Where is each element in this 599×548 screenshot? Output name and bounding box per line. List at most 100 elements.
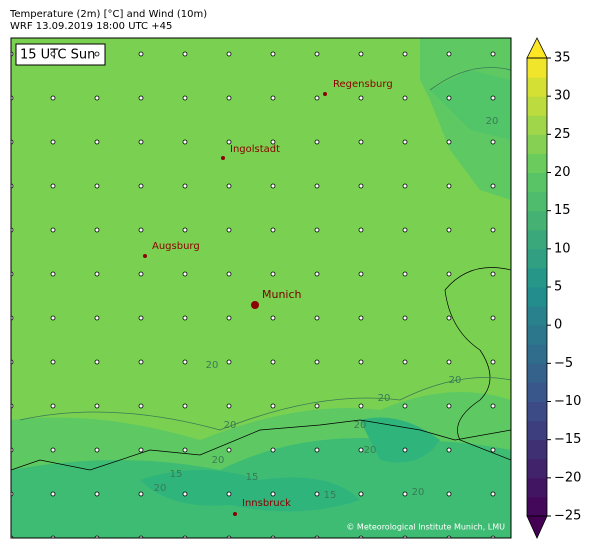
wind-station bbox=[182, 491, 188, 497]
wind-station bbox=[446, 95, 452, 101]
colorbar-tick-label: 0 bbox=[554, 318, 562, 333]
city-label: Augsburg bbox=[152, 241, 200, 252]
wind-station bbox=[358, 359, 364, 365]
wind-station bbox=[50, 271, 56, 277]
colorbar-tick-label: −20 bbox=[554, 470, 581, 485]
wind-station bbox=[490, 139, 496, 145]
wind-station bbox=[270, 447, 276, 453]
wind-station bbox=[270, 139, 276, 145]
colorbar-segment bbox=[527, 134, 547, 154]
wind-station bbox=[94, 139, 100, 145]
contour-label: 15 bbox=[246, 472, 259, 483]
wind-station bbox=[358, 227, 364, 233]
wind-station bbox=[94, 183, 100, 189]
wind-station bbox=[490, 315, 496, 321]
wind-station bbox=[270, 227, 276, 233]
wind-station bbox=[270, 315, 276, 321]
wind-station bbox=[490, 359, 496, 365]
wind-station bbox=[226, 403, 232, 409]
contour-label: 20 bbox=[224, 420, 237, 431]
wind-station bbox=[94, 271, 100, 277]
contour-label: 20 bbox=[212, 455, 225, 466]
city-dot bbox=[221, 156, 225, 160]
colorbar-tick-label: 10 bbox=[554, 241, 571, 256]
wind-station bbox=[490, 51, 496, 57]
wind-station bbox=[402, 139, 408, 145]
wind-station bbox=[138, 227, 144, 233]
wind-station bbox=[94, 447, 100, 453]
wind-station bbox=[270, 271, 276, 277]
wind-station bbox=[446, 491, 452, 497]
colorbar-segment bbox=[527, 191, 547, 212]
colorbar-extend-max bbox=[526, 37, 548, 59]
colorbar-segment bbox=[527, 382, 547, 402]
wind-station bbox=[314, 271, 320, 277]
wind-station bbox=[226, 95, 232, 101]
wind-station bbox=[314, 51, 320, 57]
colorbar-segment bbox=[527, 96, 547, 116]
colorbar-segment bbox=[527, 248, 547, 269]
wind-station bbox=[226, 359, 232, 365]
wind-station bbox=[50, 315, 56, 321]
colorbar-segment bbox=[527, 153, 547, 173]
wind-station bbox=[446, 271, 452, 277]
colorbar-tick-label: −15 bbox=[554, 432, 581, 447]
wind-station bbox=[138, 491, 144, 497]
city-label: Innsbruck bbox=[242, 498, 291, 509]
wind-station bbox=[182, 315, 188, 321]
contour-label: 20 bbox=[206, 360, 219, 371]
wind-station bbox=[226, 447, 232, 453]
wind-station bbox=[490, 183, 496, 189]
contour-label: 20 bbox=[412, 487, 425, 498]
colorbar-tick-label: 25 bbox=[554, 127, 571, 142]
wind-station bbox=[358, 95, 364, 101]
wind-station bbox=[270, 95, 276, 101]
wind-station bbox=[182, 227, 188, 233]
wind-station bbox=[402, 359, 408, 365]
map-frame bbox=[10, 37, 512, 539]
colorbar-segment bbox=[527, 496, 547, 517]
wind-station bbox=[50, 51, 56, 57]
colorbar-segment bbox=[527, 401, 547, 422]
colorbar-segment bbox=[527, 420, 547, 441]
wind-station bbox=[358, 51, 364, 57]
wind-station bbox=[182, 95, 188, 101]
wind-station bbox=[358, 139, 364, 145]
wind-station bbox=[358, 403, 364, 409]
wind-station bbox=[446, 315, 452, 321]
colorbar-tick-label: −25 bbox=[554, 509, 581, 524]
time-box bbox=[15, 43, 106, 66]
wind-station bbox=[314, 447, 320, 453]
wind-station bbox=[226, 227, 232, 233]
colorbar-segment bbox=[527, 172, 547, 193]
wind-station bbox=[50, 95, 56, 101]
city-label: Ingolstadt bbox=[230, 144, 280, 155]
city-dot bbox=[143, 254, 147, 258]
colorbar-segment bbox=[527, 229, 547, 250]
wind-station bbox=[94, 95, 100, 101]
wind-station bbox=[226, 183, 232, 189]
wind-station bbox=[50, 403, 56, 409]
wind-station bbox=[50, 139, 56, 145]
contour-label: 20 bbox=[486, 116, 499, 127]
wind-station bbox=[138, 271, 144, 277]
colorbar-tick-label: 35 bbox=[554, 51, 571, 66]
wind-station bbox=[402, 491, 408, 497]
wind-station bbox=[490, 95, 496, 101]
colorbar-tick-label: 15 bbox=[554, 203, 571, 218]
colorbar-segment bbox=[527, 344, 547, 364]
wind-station bbox=[402, 315, 408, 321]
wind-station bbox=[446, 51, 452, 57]
city-dot bbox=[233, 512, 237, 516]
wind-station bbox=[270, 183, 276, 189]
wind-station bbox=[138, 51, 144, 57]
wind-station bbox=[94, 491, 100, 497]
contour-label: 20 bbox=[364, 445, 377, 456]
wind-station bbox=[490, 447, 496, 453]
wind-station bbox=[358, 315, 364, 321]
wind-station bbox=[358, 447, 364, 453]
wind-station bbox=[270, 491, 276, 497]
colorbar-segment bbox=[527, 267, 547, 288]
header-title: Temperature (2m) [°C] and Wind (10m) bbox=[9, 9, 207, 20]
wind-station bbox=[182, 183, 188, 189]
